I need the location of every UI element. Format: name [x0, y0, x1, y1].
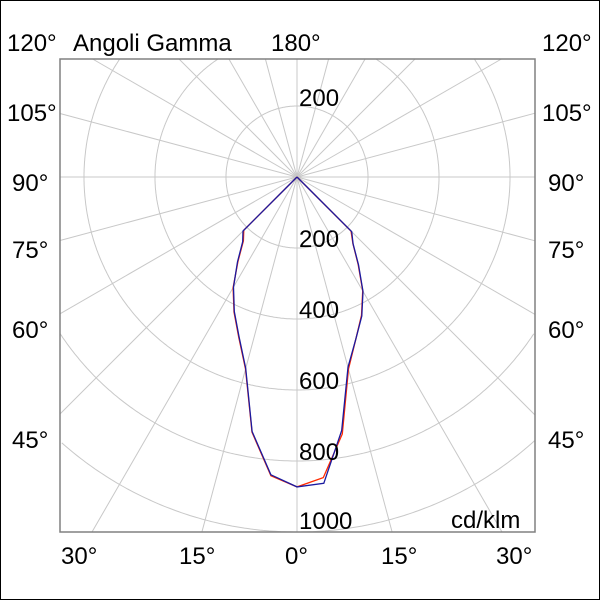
- grid-spoke: [296, 58, 502, 178]
- angle-label-right-45: 45°: [548, 427, 584, 454]
- angle-label-right-90: 90°: [548, 170, 584, 197]
- angle-label-right-75: 75°: [548, 237, 584, 264]
- angle-label-top-180: 180°: [271, 30, 321, 57]
- angle-label-bottom-0: 0°: [285, 543, 308, 570]
- grid-spoke: [296, 176, 536, 315]
- angle-label-bottom-30-left: 30°: [61, 543, 97, 570]
- angle-label-bottom-15-left: 15°: [179, 543, 215, 570]
- radial-tick-400: 400: [299, 297, 339, 324]
- angle-label-right-60: 60°: [548, 317, 584, 344]
- grid-spoke: [59, 176, 298, 241]
- angle-label-left-45: 45°: [12, 427, 48, 454]
- angle-label-left-60: 60°: [12, 317, 48, 344]
- angle-label-left-90: 90°: [12, 170, 48, 197]
- grid-ring: [154, 58, 440, 320]
- grid-spoke: [91, 176, 298, 533]
- angle-label-left-105: 105°: [7, 100, 57, 127]
- angle-label-right-105: 105°: [542, 100, 592, 127]
- radial-tick-1000: 1000: [299, 508, 352, 535]
- angle-label-bottom-30-right: 30°: [496, 543, 532, 570]
- radial-tick-upper-200: 200: [299, 85, 339, 112]
- grid-spoke: [296, 176, 503, 533]
- radial-tick-800: 800: [299, 439, 339, 466]
- grid-spoke: [296, 58, 366, 178]
- grid-spoke: [296, 112, 536, 178]
- angle-label-left-75: 75°: [12, 237, 48, 264]
- grid-spoke: [92, 58, 298, 178]
- unit-label: cd/klm: [451, 507, 520, 534]
- radial-tick-600: 600: [299, 368, 339, 395]
- polar-grid: [59, 58, 536, 533]
- angle-label-left-120: 120°: [7, 30, 57, 57]
- plot-frame: [59, 58, 536, 533]
- grid-spoke: [264, 58, 298, 178]
- grid-spoke: [296, 58, 330, 178]
- grid-spoke: [59, 176, 298, 315]
- chart-title: Angoli Gamma: [73, 30, 232, 57]
- grid-spoke: [296, 176, 393, 533]
- radial-tick-200: 200: [299, 226, 339, 253]
- grid-spoke: [59, 113, 298, 178]
- curves: [232, 176, 364, 488]
- grid-spoke: [228, 58, 298, 178]
- angle-label-right-120: 120°: [542, 30, 592, 57]
- angle-label-bottom-15-right: 15°: [381, 543, 417, 570]
- grid-ring: [61, 440, 535, 533]
- grid-ring: [83, 59, 511, 391]
- grid-spoke: [201, 176, 298, 533]
- grid-ring: [59, 333, 535, 462]
- grid-spoke: [296, 58, 416, 178]
- grid-spoke: [178, 58, 298, 178]
- grid-spoke: [296, 176, 536, 242]
- intensity-curve-2: [232, 176, 364, 488]
